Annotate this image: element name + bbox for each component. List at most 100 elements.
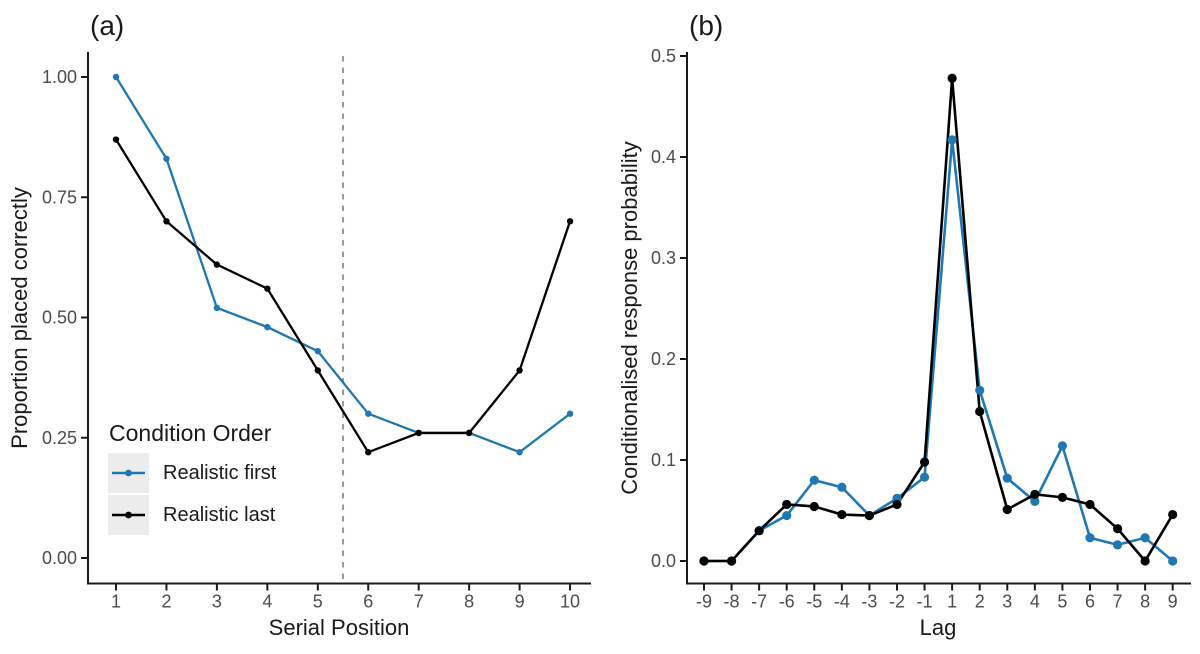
data-point-realistic-last	[415, 429, 422, 437]
y-tick-label: 0.2	[651, 349, 676, 369]
legend-point-sample	[125, 511, 132, 519]
x-tick-label: -5	[806, 592, 822, 612]
y-tick-label: 0.00	[42, 548, 77, 568]
x-tick-label: -1	[917, 592, 933, 612]
data-point-realistic-first	[566, 410, 574, 417]
legend-key-glyph	[112, 511, 145, 519]
series-line-realistic-first	[704, 139, 1174, 563]
data-point-realistic-last	[892, 499, 902, 510]
y-tick-label: 0.25	[42, 428, 77, 448]
legend-key-glyph	[112, 469, 145, 477]
panel-a-x-axis-title: Serial Position	[268, 615, 410, 640]
x-tick-label: -2	[889, 592, 905, 612]
x-tick-label: 5	[1057, 592, 1067, 612]
data-point-realistic-first	[1112, 540, 1123, 550]
x-tick-label: -8	[724, 592, 740, 612]
data-point-realistic-first	[1140, 533, 1150, 543]
x-tick-label: 2	[975, 592, 985, 612]
x-tick-label: 3	[1002, 592, 1012, 612]
x-tick-label: 8	[464, 592, 474, 612]
data-point-realistic-first	[975, 385, 985, 395]
x-tick-label: 9	[1168, 592, 1178, 612]
data-point-realistic-last	[1140, 556, 1150, 566]
data-point-realistic-last	[1030, 489, 1040, 499]
y-tick-label: 0.5	[651, 46, 676, 66]
series-line-realistic-last	[704, 78, 1174, 564]
data-point-realistic-last	[837, 509, 847, 520]
data-point-realistic-last	[465, 429, 473, 437]
x-tick-label: 7	[1113, 592, 1123, 612]
y-tick-label: 1.00	[42, 67, 77, 87]
x-tick-label: 3	[212, 592, 222, 612]
x-tick-label: -3	[861, 592, 877, 612]
data-point-realistic-first	[213, 304, 221, 312]
data-point-realistic-first	[163, 155, 170, 162]
data-point-realistic-first	[809, 475, 819, 485]
data-point-realistic-first	[365, 410, 372, 417]
data-point-realistic-last	[1057, 492, 1068, 502]
data-point-realistic-first	[264, 323, 271, 331]
x-tick-label: 1	[111, 592, 121, 612]
x-tick-label: 8	[1140, 592, 1150, 612]
data-point-realistic-first	[1057, 441, 1068, 451]
y-tick-label: 0.75	[42, 187, 77, 207]
panel-b-label: (b)	[689, 10, 724, 41]
data-point-realistic-last	[566, 218, 574, 225]
x-tick-label: 2	[161, 592, 171, 612]
data-point-realistic-first	[516, 448, 523, 456]
legend-item-label: Realistic last	[163, 504, 276, 526]
panel-a: 0.00 0.25 0.50 0.75 1.00 1 2 3 4 5 6 7 8 9 10	[42, 52, 591, 612]
data-point-realistic-last	[782, 499, 792, 510]
data-point-realistic-first	[112, 73, 120, 81]
data-point-realistic-first	[1085, 533, 1095, 543]
y-tick-label: 0.0	[651, 551, 676, 571]
legend-key-realistic-first	[108, 453, 149, 493]
x-tick-label: -7	[751, 592, 767, 612]
panel-a-label: (a)	[90, 10, 125, 41]
legend-title: Condition Order	[109, 420, 272, 446]
x-tick-label: 4	[262, 592, 272, 612]
panel-a-y-axis-title: Proportion placed correctly	[7, 187, 32, 449]
data-point-realistic-last	[754, 526, 764, 536]
data-point-realistic-last	[365, 448, 372, 456]
x-tick-label: 1	[947, 592, 957, 612]
x-tick-label: 5	[313, 592, 323, 612]
x-tick-label: -4	[834, 592, 850, 612]
x-tick-label: 6	[363, 592, 373, 612]
x-tick-label: -6	[779, 592, 795, 612]
data-point-realistic-last	[112, 136, 120, 143]
data-point-realistic-first	[314, 347, 321, 355]
data-point-realistic-last	[264, 285, 271, 292]
x-tick-label: -9	[696, 592, 712, 612]
data-point-realistic-last	[947, 73, 957, 83]
y-tick-label: 0.3	[651, 248, 676, 268]
legend-item-label: Realistic first	[163, 462, 277, 484]
data-point-realistic-first	[837, 482, 847, 492]
x-tick-label: 9	[515, 592, 525, 612]
y-tick-label: 0.4	[651, 147, 676, 167]
data-point-realistic-last	[516, 367, 523, 374]
data-point-realistic-last	[919, 457, 930, 467]
legend-point-sample	[125, 469, 132, 477]
data-point-realistic-last	[314, 367, 321, 374]
data-point-realistic-last	[213, 261, 221, 268]
y-tick-label: 0.50	[42, 308, 77, 328]
data-point-realistic-last	[864, 510, 875, 521]
series-line-realistic-last	[115, 138, 572, 454]
legend-key-realistic-last	[108, 495, 149, 535]
data-point-realistic-last	[1168, 509, 1178, 520]
data-point-realistic-last	[699, 556, 709, 566]
data-point-realistic-first	[1002, 473, 1012, 483]
x-tick-label: 10	[560, 592, 580, 612]
data-point-realistic-last	[163, 218, 170, 225]
x-tick-label: 4	[1030, 592, 1040, 612]
data-point-realistic-last	[975, 406, 985, 417]
data-point-realistic-first	[947, 135, 957, 145]
data-point-realistic-first	[782, 510, 792, 521]
data-point-realistic-last	[1002, 504, 1012, 515]
data-point-realistic-last	[1112, 524, 1123, 534]
series-line-realistic-first	[115, 76, 571, 454]
panel-b: 0.0 0.1 0.2 0.3 0.4 0.5 -9 -8 -7 -6 -5 -4 -3 -2 -1 1 2 3 4…	[651, 46, 1191, 612]
